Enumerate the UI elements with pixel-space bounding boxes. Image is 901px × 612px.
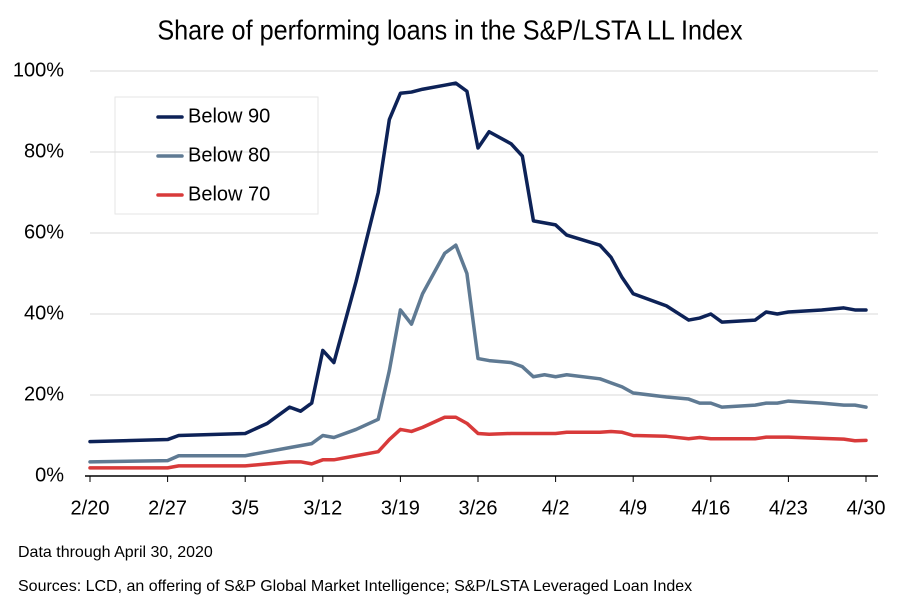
legend-label: Below 70 — [188, 183, 270, 205]
x-tick-label: 4/23 — [769, 497, 808, 519]
x-tick-label: 4/30 — [847, 497, 886, 519]
y-tick-label: 100% — [13, 59, 64, 81]
series-line — [88, 415, 868, 470]
legend-label: Below 80 — [188, 144, 270, 166]
x-tick-label: 3/5 — [231, 497, 259, 519]
source: Sources: LCD, an offering of S&P Global … — [18, 578, 692, 595]
x-tick-label: 4/9 — [619, 497, 647, 519]
series-line — [88, 243, 868, 464]
x-tick-label: 4/16 — [691, 497, 730, 519]
y-tick-label: 0% — [35, 464, 64, 486]
note: Data through April 30, 2020 — [18, 544, 213, 561]
y-tick-label: 20% — [24, 383, 64, 405]
x-tick-label: 4/2 — [542, 497, 570, 519]
x-tick-label: 3/26 — [459, 497, 498, 519]
x-tick-label: 3/12 — [303, 497, 342, 519]
x-tick-label: 3/19 — [381, 497, 420, 519]
x-tick-label: 2/20 — [71, 497, 110, 519]
y-tick-label: 40% — [24, 302, 64, 324]
legend-box — [114, 96, 319, 215]
y-tick-label: 80% — [24, 140, 64, 162]
x-tick-label: 2/27 — [148, 497, 187, 519]
y-tick-label: 60% — [24, 221, 64, 243]
series-line — [88, 81, 868, 444]
chart-title: Share of performing loans in the S&P/LST… — [157, 14, 743, 46]
legend-label: Below 90 — [188, 105, 270, 127]
